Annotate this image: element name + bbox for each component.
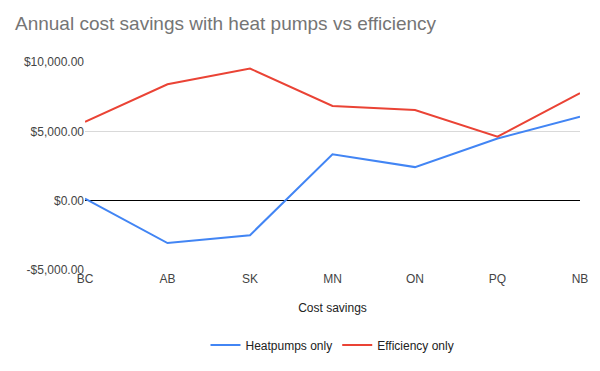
svg-text:PQ: PQ (489, 272, 506, 286)
svg-text:BC: BC (77, 272, 94, 286)
svg-text:$10,000.00: $10,000.00 (24, 55, 84, 69)
svg-text:-$5,000.00: -$5,000.00 (27, 263, 85, 277)
svg-text:Annual cost savings with heat: Annual cost savings with heat pumps vs e… (15, 13, 437, 34)
svg-text:SK: SK (242, 272, 258, 286)
svg-text:$0.00: $0.00 (54, 194, 84, 208)
svg-text:AB: AB (159, 272, 175, 286)
svg-text:ON: ON (406, 272, 424, 286)
svg-text:Cost savings: Cost savings (298, 301, 367, 315)
svg-text:$5,000.00: $5,000.00 (31, 125, 85, 139)
svg-text:NB: NB (572, 272, 589, 286)
svg-text:Heatpumps only: Heatpumps only (246, 339, 333, 353)
svg-text:Efficiency only: Efficiency only (377, 339, 453, 353)
svg-text:MN: MN (323, 272, 342, 286)
